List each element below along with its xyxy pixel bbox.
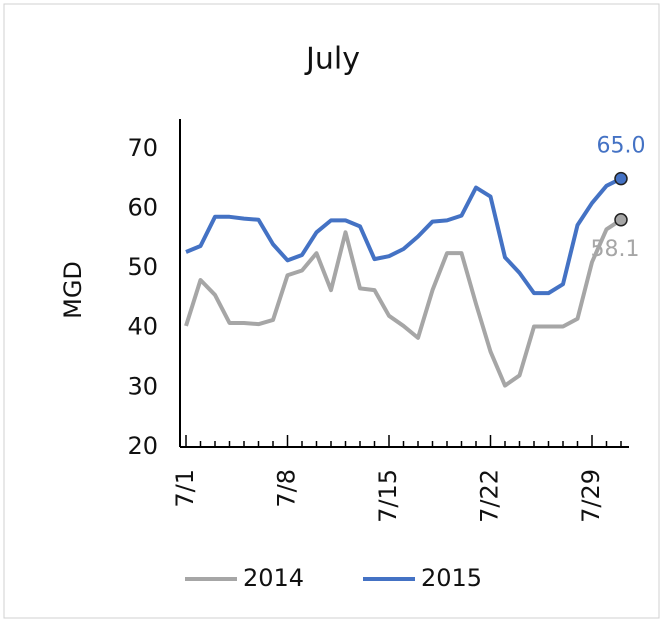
- y-tick-label: 20: [127, 432, 158, 460]
- end-point: [614, 171, 628, 186]
- y-tick-label: 60: [127, 193, 158, 221]
- y-tick-label: 40: [127, 313, 158, 341]
- x-tick-label: 7/1: [171, 469, 199, 508]
- series-line: [185, 176, 622, 296]
- y-axis-label: MGD: [59, 261, 87, 319]
- legend-label: 2014: [243, 564, 304, 592]
- x-tick-label: 7/29: [577, 469, 605, 523]
- data-label: 58.1: [591, 237, 640, 262]
- chart-border: [3, 3, 660, 619]
- y-tick-label: 30: [127, 372, 158, 400]
- chart-title: July: [304, 42, 360, 77]
- y-tick-label: 50: [127, 253, 158, 281]
- x-tick-label: 7/8: [273, 469, 301, 508]
- x-tick-label: 7/22: [476, 469, 504, 523]
- y-tick-label: 70: [127, 134, 158, 162]
- x-tick-label: 7/15: [374, 469, 402, 523]
- data-label: 65.0: [597, 134, 646, 159]
- legend-label: 2015: [421, 564, 482, 592]
- series-line: [184, 218, 623, 388]
- end-point: [614, 213, 628, 227]
